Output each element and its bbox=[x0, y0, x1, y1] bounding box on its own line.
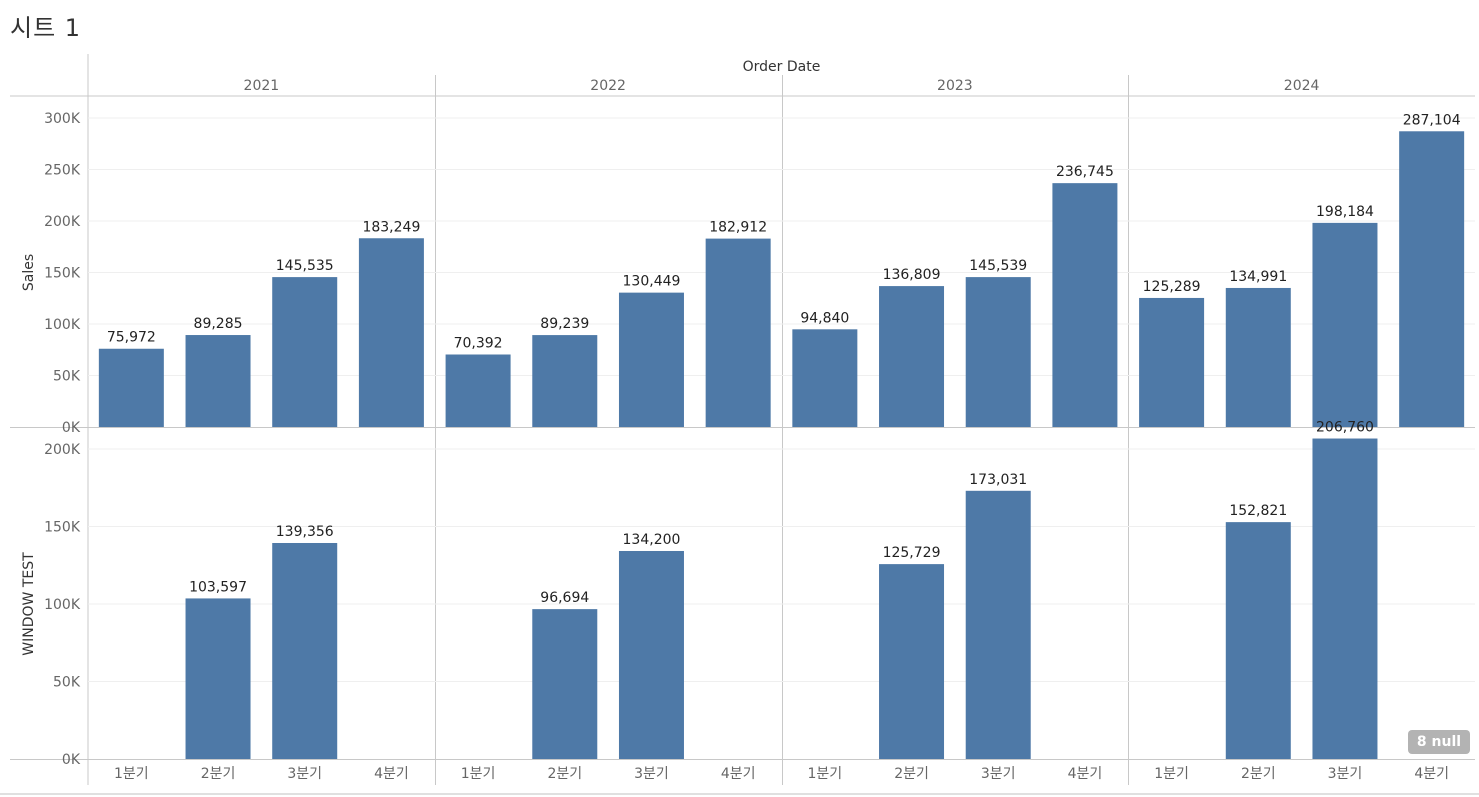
x-tick-2021-q2: 2분기 bbox=[201, 766, 236, 782]
bar-sales-2023-q1 bbox=[792, 329, 858, 427]
x-tick-2022-q1: 1분기 bbox=[461, 766, 496, 782]
y-tick-window-test-50K: 50K bbox=[53, 675, 81, 691]
data-label-window-test-2024-q3: 206,760 bbox=[1316, 420, 1374, 436]
column-header-title: Order Date bbox=[743, 59, 821, 75]
data-label-window-test-2024-q2: 152,821 bbox=[1229, 503, 1287, 519]
data-label-window-test-2021-q3: 139,356 bbox=[276, 524, 334, 540]
bar-sales-2021-q3 bbox=[272, 277, 338, 427]
x-tick-2022-q2: 2분기 bbox=[547, 766, 582, 782]
bar-sales-2023-q2 bbox=[879, 286, 945, 427]
data-label-sales-2022-q1: 70,392 bbox=[454, 335, 503, 351]
data-label-sales-2023-q1: 94,840 bbox=[800, 310, 849, 326]
x-tick-2022-q3: 3분기 bbox=[634, 766, 669, 782]
bar-sales-2022-q3 bbox=[618, 292, 684, 427]
data-label-sales-2022-q2: 89,239 bbox=[540, 316, 589, 332]
bar-sales-2022-q2 bbox=[532, 335, 598, 427]
bar-sales-2023-q3 bbox=[965, 277, 1031, 427]
y-axis-label-window-test: WINDOW TEST bbox=[21, 552, 37, 656]
data-label-sales-2021-q1: 75,972 bbox=[107, 330, 156, 346]
y-tick-sales-0K: 0K bbox=[62, 420, 81, 436]
bar-sales-2021-q1 bbox=[98, 348, 164, 427]
data-label-window-test-2023-q3: 173,031 bbox=[969, 472, 1027, 488]
bar-sales-2024-q4 bbox=[1399, 131, 1465, 427]
y-tick-sales-100K: 100K bbox=[44, 317, 81, 333]
bar-sales-2021-q4 bbox=[358, 238, 424, 427]
y-tick-window-test-100K: 100K bbox=[44, 597, 81, 613]
y-tick-window-test-200K: 200K bbox=[44, 442, 81, 458]
data-label-sales-2024-q3: 198,184 bbox=[1316, 204, 1374, 220]
bar-window-test-2021-q2 bbox=[185, 598, 251, 759]
bar-sales-2022-q1 bbox=[445, 354, 511, 427]
bar-window-test-2023-q3 bbox=[965, 490, 1031, 759]
x-tick-2024-q4: 4분기 bbox=[1414, 766, 1449, 782]
data-label-sales-2024-q1: 125,289 bbox=[1143, 279, 1201, 295]
bar-window-test-2022-q2 bbox=[532, 609, 598, 759]
y-tick-sales-250K: 250K bbox=[44, 163, 81, 179]
x-tick-2021-q3: 3분기 bbox=[287, 766, 322, 782]
sheet-title: 시트 1 bbox=[10, 14, 82, 42]
bar-window-test-2024-q3 bbox=[1312, 438, 1378, 759]
data-label-sales-2022-q4: 182,912 bbox=[709, 220, 767, 236]
bar-sales-2024-q1 bbox=[1139, 297, 1205, 427]
data-label-sales-2023-q2: 136,809 bbox=[883, 267, 941, 283]
y-tick-window-test-0K: 0K bbox=[62, 752, 81, 768]
y-tick-sales-300K: 300K bbox=[44, 111, 81, 127]
x-tick-2024-q3: 3분기 bbox=[1328, 766, 1363, 782]
bar-window-test-2022-q3 bbox=[618, 550, 684, 759]
bar-sales-2024-q2 bbox=[1225, 287, 1291, 427]
y-tick-window-test-150K: 150K bbox=[44, 520, 81, 536]
x-tick-2023-q1: 1분기 bbox=[808, 766, 843, 782]
y-tick-sales-200K: 200K bbox=[44, 214, 81, 230]
null-indicator-badge[interactable]: 8 null bbox=[1408, 730, 1470, 754]
year-header-2024: 2024 bbox=[1284, 78, 1320, 94]
data-label-sales-2023-q4: 236,745 bbox=[1056, 164, 1114, 180]
data-label-window-test-2021-q2: 103,597 bbox=[189, 579, 247, 595]
x-tick-2024-q1: 1분기 bbox=[1154, 766, 1189, 782]
data-label-sales-2024-q4: 287,104 bbox=[1403, 112, 1461, 128]
year-header-2023: 2023 bbox=[937, 78, 973, 94]
x-tick-2024-q2: 2분기 bbox=[1241, 766, 1276, 782]
data-label-sales-2023-q3: 145,539 bbox=[969, 258, 1027, 274]
bottom-divider bbox=[0, 793, 1479, 795]
data-label-sales-2021-q2: 89,285 bbox=[194, 316, 243, 332]
y-tick-sales-50K: 50K bbox=[53, 369, 81, 385]
bar-sales-2022-q4 bbox=[705, 238, 771, 427]
x-tick-2021-q1: 1분기 bbox=[114, 766, 149, 782]
year-header-2022: 2022 bbox=[590, 78, 626, 94]
data-label-window-test-2022-q2: 96,694 bbox=[540, 590, 589, 606]
bar-window-test-2021-q3 bbox=[272, 542, 338, 759]
bar-sales-2021-q2 bbox=[185, 335, 251, 427]
x-tick-2021-q4: 4분기 bbox=[374, 766, 409, 782]
y-tick-sales-150K: 150K bbox=[44, 266, 81, 282]
data-label-window-test-2023-q2: 125,729 bbox=[883, 545, 941, 561]
bar-window-test-2024-q2 bbox=[1225, 522, 1291, 759]
data-label-window-test-2022-q3: 134,200 bbox=[623, 532, 681, 548]
bar-sales-2024-q3 bbox=[1312, 222, 1378, 427]
year-header-2021: 2021 bbox=[244, 78, 280, 94]
data-label-sales-2021-q4: 183,249 bbox=[362, 219, 420, 235]
x-tick-2023-q2: 2분기 bbox=[894, 766, 929, 782]
y-axis-label-sales: Sales bbox=[21, 254, 37, 291]
bar-window-test-2023-q2 bbox=[879, 564, 945, 759]
x-tick-2023-q3: 3분기 bbox=[981, 766, 1016, 782]
data-label-sales-2021-q3: 145,535 bbox=[276, 258, 334, 274]
x-tick-2022-q4: 4분기 bbox=[721, 766, 756, 782]
x-tick-2023-q4: 4분기 bbox=[1068, 766, 1103, 782]
data-label-sales-2024-q2: 134,991 bbox=[1229, 269, 1287, 285]
data-label-sales-2022-q3: 130,449 bbox=[623, 274, 681, 290]
bar-sales-2023-q4 bbox=[1052, 183, 1118, 427]
